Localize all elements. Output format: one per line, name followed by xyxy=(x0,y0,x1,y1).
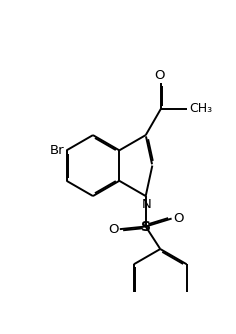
Text: O: O xyxy=(173,212,183,225)
Text: Br: Br xyxy=(50,144,64,157)
Text: CH₃: CH₃ xyxy=(189,102,212,115)
Text: O: O xyxy=(108,223,118,236)
Text: N: N xyxy=(141,198,151,211)
Text: O: O xyxy=(154,68,165,81)
Text: S: S xyxy=(141,219,151,233)
